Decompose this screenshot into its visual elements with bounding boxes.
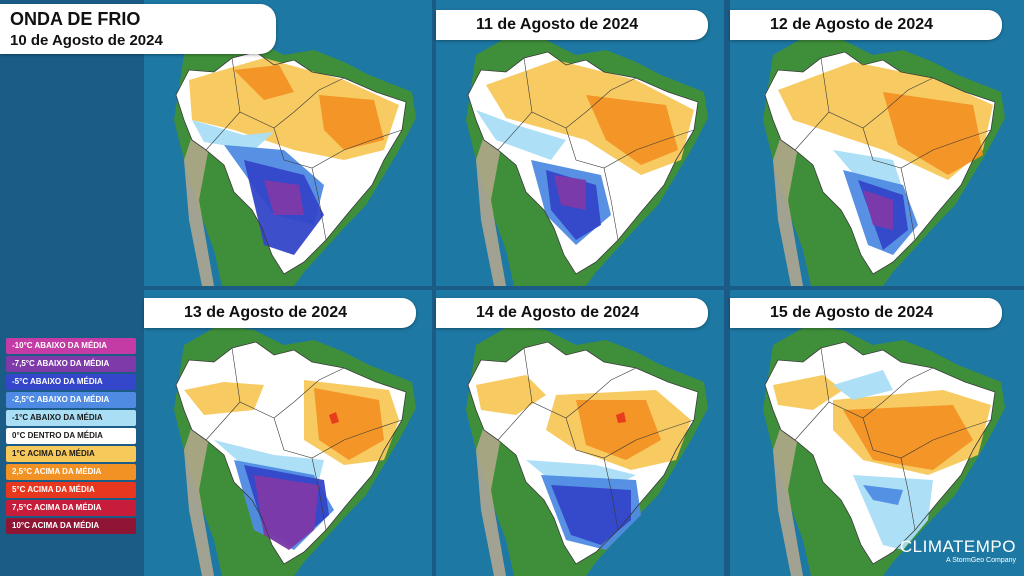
- brand-name: CLIMATEMPO: [899, 537, 1016, 556]
- panel-date-aug-14: 14 de Agosto de 2024: [436, 298, 708, 328]
- state-border: [794, 111, 830, 151]
- state-border: [635, 129, 695, 151]
- page-title: ONDA DE FRIO: [10, 9, 141, 29]
- map-aug-10: [144, 0, 432, 286]
- map-aug-15: [733, 290, 1021, 576]
- brazil-border: [467, 51, 699, 275]
- anomaly-region-orange: [314, 388, 384, 460]
- state-border: [900, 167, 916, 241]
- anomaly-region-orange: [234, 65, 294, 100]
- state-border: [311, 167, 327, 241]
- legend-item: -7,5°C ABAIXO DA MÉDIA: [6, 356, 136, 372]
- anomaly-region-light-blue: [476, 110, 566, 160]
- state-border: [273, 417, 345, 459]
- anomaly-region-red: [329, 412, 339, 424]
- page-subtitle-date: 10 de Agosto de 2024: [10, 32, 163, 49]
- anomaly-region-red: [616, 412, 626, 423]
- anomaly-region-purple: [863, 190, 893, 230]
- state-border: [231, 347, 295, 419]
- temperature-anomaly-legend: -10°C ABAIXO DA MÉDIA -7,5°C ABAIXO DA M…: [6, 338, 136, 536]
- legend-item: 10°C ACIMA DA MÉDIA: [6, 518, 136, 534]
- brazil-border: [175, 341, 407, 565]
- anomaly-region-light-blue: [214, 440, 324, 480]
- state-border: [497, 111, 533, 151]
- state-border: [565, 417, 637, 459]
- state-border: [932, 419, 992, 441]
- panel-date-aug-11: 11 de Agosto de 2024: [436, 10, 708, 40]
- legend-item: 1°C ACIMA DA MÉDIA: [6, 446, 136, 462]
- state-border: [343, 419, 403, 441]
- anomaly-region-orange: [843, 405, 973, 470]
- state-border: [523, 347, 587, 419]
- state-border: [882, 367, 934, 403]
- anomaly-region-mid-blue: [863, 485, 903, 505]
- state-border: [585, 77, 637, 113]
- panel-date-aug-12: 12 de Agosto de 2024: [730, 10, 1002, 40]
- state-border: [862, 127, 934, 169]
- map-aug-12: [733, 0, 1021, 286]
- state-border: [794, 401, 830, 441]
- climatempo-logo: CLIMATEMPO A StormGeo Company: [900, 537, 1016, 564]
- anomaly-region-yellow: [773, 375, 843, 410]
- anomaly-region-orange: [576, 400, 661, 460]
- state-border: [635, 419, 695, 441]
- state-border: [311, 457, 327, 531]
- anomaly-region-purple: [254, 475, 319, 550]
- anomaly-region-orange: [319, 95, 384, 150]
- state-border: [820, 347, 884, 419]
- map-aug-11: [436, 0, 724, 286]
- map-aug-13: [144, 290, 432, 576]
- anomaly-region-light-blue: [833, 370, 893, 400]
- brand-tagline: A StormGeo Company: [945, 557, 1016, 564]
- anomaly-region-light-blue: [833, 150, 903, 190]
- state-border: [603, 457, 619, 531]
- state-border: [585, 367, 637, 403]
- state-border: [273, 127, 345, 169]
- state-border: [565, 127, 637, 169]
- state-border: [293, 77, 345, 113]
- state-border: [603, 167, 619, 241]
- anomaly-region-orange: [586, 95, 678, 165]
- anomaly-region-purple: [264, 180, 304, 215]
- anomaly-region-orange: [883, 92, 983, 175]
- state-border: [932, 129, 992, 151]
- anomaly-region-purple: [554, 175, 586, 210]
- legend-item: -10°C ABAIXO DA MÉDIA: [6, 338, 136, 354]
- map-panel-aug-11: [436, 0, 724, 286]
- state-border: [900, 457, 916, 531]
- legend-item: 2,5°C ACIMA DA MÉDIA: [6, 464, 136, 480]
- legend-item: 5°C ACIMA DA MÉDIA: [6, 482, 136, 498]
- state-border: [882, 77, 934, 113]
- map-panel-aug-10: [144, 0, 432, 286]
- map-panel-aug-13: [144, 290, 432, 576]
- legend-item: -1°C ABAIXO DA MÉDIA: [6, 410, 136, 426]
- main-title-box: ONDA DE FRIO 10 de Agosto de 2024: [0, 4, 276, 54]
- brazil-border: [467, 341, 699, 565]
- state-border: [862, 417, 934, 459]
- panel-date-aug-15: 15 de Agosto de 2024: [730, 298, 1002, 328]
- legend-item: 7,5°C ACIMA DA MÉDIA: [6, 500, 136, 516]
- map-panel-aug-14: [436, 290, 724, 576]
- legend-item: 0°C DENTRO DA MÉDIA: [6, 428, 136, 444]
- state-border: [497, 401, 533, 441]
- panel-date-aug-13: 13 de Agosto de 2024: [144, 298, 416, 328]
- state-border: [205, 401, 241, 441]
- anomaly-region-yellow: [476, 375, 546, 415]
- legend-item: -5°C ABAIXO DA MÉDIA: [6, 374, 136, 390]
- brazil-border: [175, 51, 407, 275]
- map-aug-14: [436, 290, 724, 576]
- brazil-border: [764, 51, 996, 275]
- state-border: [820, 57, 884, 129]
- anomaly-region-blue: [551, 485, 631, 545]
- state-border: [523, 57, 587, 129]
- map-panel-aug-15: [730, 290, 1024, 576]
- legend-item: -2,5°C ABAIXO DA MÉDIA: [6, 392, 136, 408]
- state-border: [231, 57, 295, 129]
- state-border: [343, 129, 403, 151]
- state-border: [205, 111, 241, 151]
- state-border: [293, 367, 345, 403]
- map-panel-aug-12: [730, 0, 1024, 286]
- brazil-border: [764, 341, 996, 565]
- anomaly-region-yellow: [184, 382, 264, 415]
